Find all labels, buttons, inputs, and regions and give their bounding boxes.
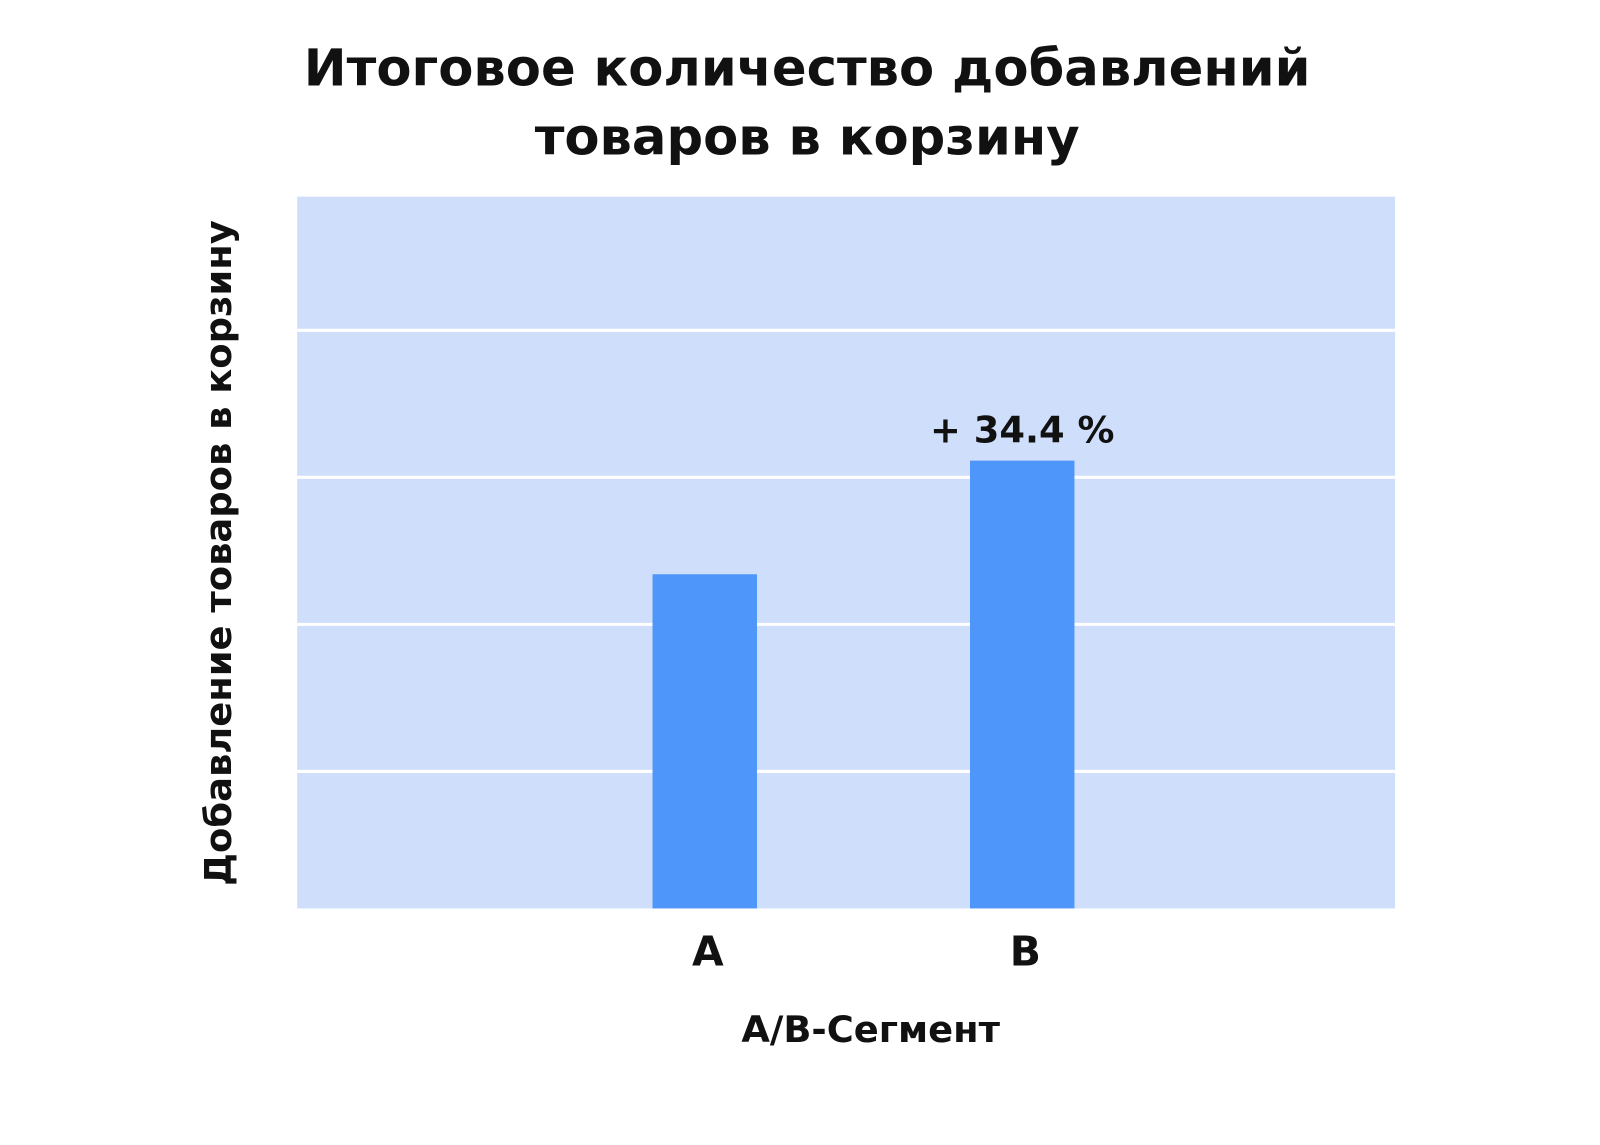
x-axis-label: A/B-Сегмент	[741, 1008, 1000, 1051]
chart-title: товаров в корзину	[535, 107, 1080, 167]
bar	[970, 460, 1075, 909]
x-tick-label: A	[692, 928, 724, 976]
plot-background	[297, 196, 1396, 909]
x-tick-label: B	[1010, 928, 1041, 976]
y-axis-label: Добавление товаров в корзину	[197, 220, 240, 886]
annotation: + 34.4 %	[930, 408, 1114, 451]
bar	[652, 574, 757, 909]
chart-title: Итоговое количество добавлений	[304, 39, 1311, 99]
